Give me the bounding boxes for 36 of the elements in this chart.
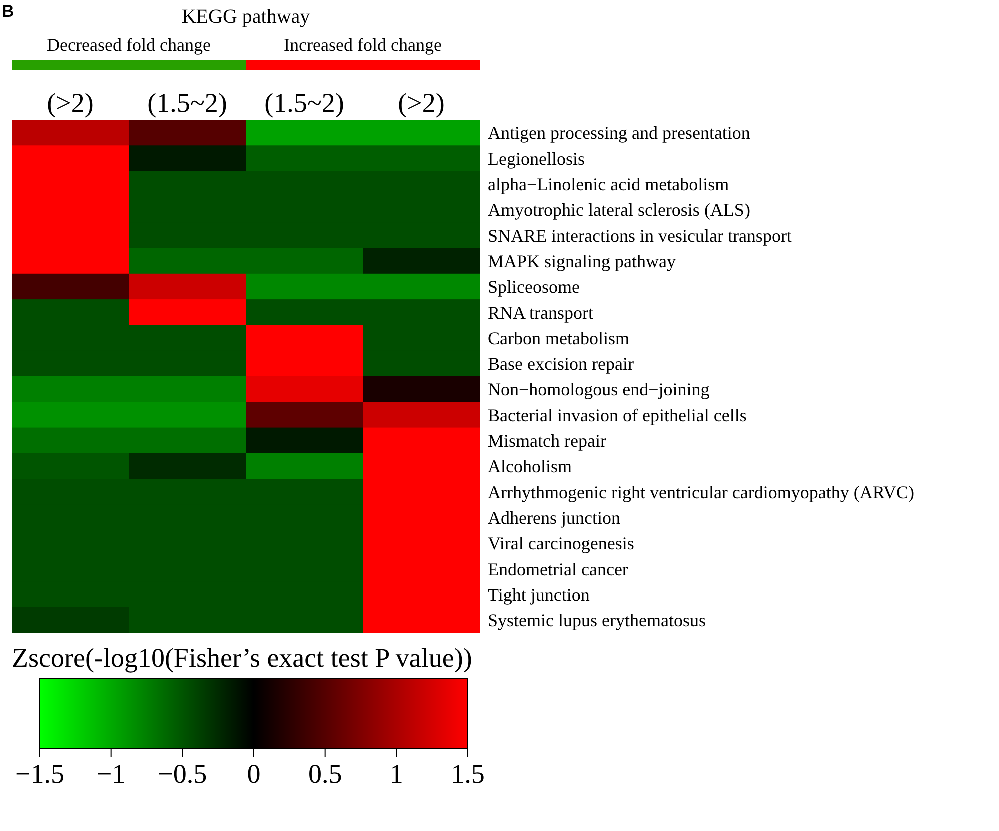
- y-tick-label: Mismatch repair: [488, 431, 606, 452]
- x-tick-label: (>2): [398, 88, 445, 118]
- color-bar-label: −1.5: [16, 759, 64, 789]
- color-bar-label: 0.5: [308, 759, 342, 789]
- y-tick-label: Adherens junction: [488, 508, 620, 528]
- y-tick-label: Legionellosis: [488, 148, 585, 169]
- color-bar-label: −1: [96, 759, 126, 789]
- y-tick-label: MAPK signaling pathway: [488, 251, 676, 272]
- y-tick-label: Amyotrophic lateral sclerosis (ALS): [488, 200, 750, 220]
- y-tick-label: Alcoholism: [488, 456, 572, 477]
- y-tick-label: Systemic lupus erythematosus: [488, 610, 706, 631]
- chart-title: KEGG pathway: [182, 6, 310, 28]
- y-tick-label: SNARE interactions in vesicular transport: [488, 226, 792, 246]
- y-tick-label: Carbon metabolism: [488, 328, 630, 348]
- x-tick-label: (>2): [47, 88, 94, 118]
- y-tick-label: Spliceosome: [488, 277, 580, 298]
- y-tick-label: Tight junction: [488, 584, 590, 605]
- y-tick-label: Endometrial cancer: [488, 559, 628, 580]
- y-tick-label: Arrhythmogenic right ventricular cardiomyopathy (ARVC): [488, 482, 914, 502]
- color-bar-label: 0: [247, 759, 261, 789]
- text: B: [2, 2, 14, 22]
- color-bar-label: 1: [390, 759, 404, 789]
- y-tick-label: RNA transport: [488, 302, 594, 323]
- y-tick-label: Base excision repair: [488, 354, 634, 374]
- y-tick-label: alpha−Linolenic acid metabolism: [488, 174, 730, 195]
- x-tick-label: (1.5~2): [148, 88, 228, 118]
- color-bar-label: 1.5: [451, 759, 485, 789]
- y-tick-label: Non−homologous end−joining: [488, 380, 710, 400]
- y-tick-label: Bacterial invasion of epithelial cells: [488, 405, 747, 426]
- text: Decreased fold change: [46, 35, 212, 56]
- color-bar-title: Zscore(-log10(Fisher’s exact test P value)): [12, 643, 472, 673]
- text: Increased fold change: [283, 35, 443, 56]
- x-tick-label: (1.5~2): [264, 88, 344, 118]
- y-tick-label: Antigen processing and presentation: [488, 123, 750, 144]
- y-tick-label: Viral carcinogenesis: [488, 534, 634, 554]
- color-bar-label: −0.5: [158, 759, 208, 789]
